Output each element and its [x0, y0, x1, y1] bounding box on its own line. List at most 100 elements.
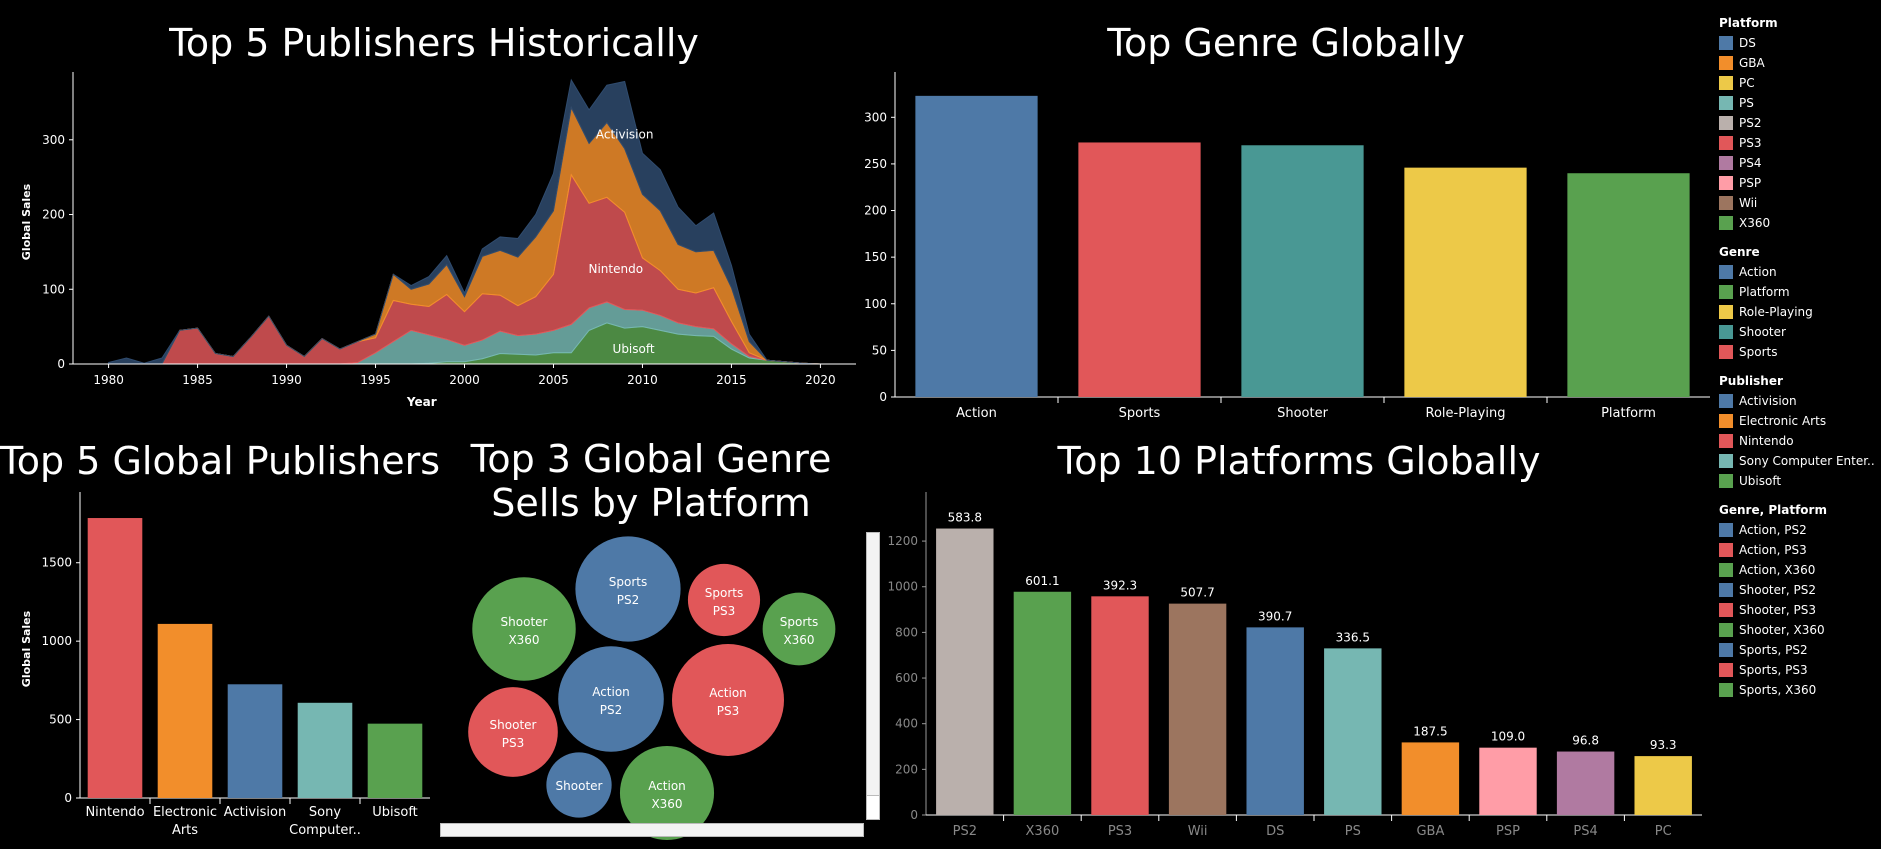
bubble-action-x360: [619, 745, 715, 841]
area-x-tick-label: 2015: [716, 373, 747, 387]
bar-category-label: X360: [1026, 824, 1060, 839]
legend-item[interactable]: Sports, PS2: [1719, 640, 1879, 660]
legend-swatch: [1719, 623, 1733, 637]
bar-ubisoft: [367, 723, 423, 798]
bar-y-tick-label: 500: [49, 713, 72, 727]
bar-category-label: Electronic: [153, 805, 217, 820]
legend-label: Action, PS3: [1739, 543, 1807, 557]
legend-label: DS: [1739, 36, 1756, 50]
legend-item[interactable]: Shooter, X360: [1719, 620, 1879, 640]
legend-swatch: [1719, 683, 1733, 697]
legend-item[interactable]: Shooter: [1719, 322, 1879, 342]
bubble-shooter-ps3: [468, 687, 558, 777]
legend-swatch: [1719, 394, 1733, 408]
legend-swatch: [1719, 176, 1733, 190]
area-x-axis-title: Year: [406, 395, 437, 409]
platforms-bar-chart[interactable]: 0 200 400 600 800 1000 1200 PS2 583.8 X360 601.1 PS…: [880, 490, 1720, 849]
legend-item[interactable]: Sports, X360: [1719, 680, 1879, 700]
bubble-horizontal-scrollbar[interactable]: [440, 823, 864, 837]
legend-item[interactable]: PS: [1719, 93, 1879, 113]
legend-item[interactable]: Activision: [1719, 391, 1879, 411]
legend-label: Sports, X360: [1739, 683, 1817, 697]
scrollbar-thumb[interactable]: [867, 533, 879, 796]
legend-swatch: [1719, 36, 1733, 50]
legend-item[interactable]: PS2: [1719, 113, 1879, 133]
area-x-tick-label: 2010: [627, 373, 658, 387]
legend-item[interactable]: Electronic Arts: [1719, 411, 1879, 431]
area-y-tick-label: 100: [42, 282, 65, 296]
bubble-vertical-scrollbar[interactable]: [866, 532, 880, 820]
bar-data-label: 93.3: [1650, 738, 1677, 752]
legend-label: Role-Playing: [1739, 305, 1813, 319]
bar-data-label: 507.7: [1180, 586, 1214, 600]
legend-label: Platform: [1739, 285, 1790, 299]
bubble-label: X360: [508, 633, 539, 647]
legend-item[interactable]: Ubisoft: [1719, 471, 1879, 491]
bar-y-tick-label: 1000: [887, 580, 918, 594]
legend-item[interactable]: PC: [1719, 73, 1879, 93]
legend-label: Shooter, PS3: [1739, 603, 1817, 617]
legend-item[interactable]: Platform: [1719, 282, 1879, 302]
legend-item[interactable]: PS4: [1719, 153, 1879, 173]
legend-swatch: [1719, 414, 1733, 428]
legend-label: Shooter: [1739, 325, 1786, 339]
bar-category-label: Sony: [309, 805, 341, 820]
legend-item[interactable]: Nintendo: [1719, 431, 1879, 451]
legend-group-title: Publisher: [1719, 374, 1783, 388]
legend-item[interactable]: Wii: [1719, 193, 1879, 213]
publishers-chart-title: Top 5 Global Publishers: [0, 439, 441, 483]
bar-x360: [1013, 591, 1072, 815]
legend-item[interactable]: Action: [1719, 262, 1879, 282]
legend-item[interactable]: DS: [1719, 33, 1879, 53]
legend-item[interactable]: PSP: [1719, 173, 1879, 193]
legend-item[interactable]: Action, X360: [1719, 560, 1879, 580]
bar-ds: [1246, 627, 1304, 815]
legend-swatch: [1719, 56, 1733, 70]
bubble-label: PS2: [600, 703, 623, 717]
bubble-chart-title: Top 3 Global Genre Sells by Platform: [470, 437, 832, 525]
area-x-tick-label: 1990: [271, 373, 302, 387]
legend-label: Shooter, X360: [1739, 623, 1825, 637]
legend-item[interactable]: Action, PS2: [1719, 520, 1879, 540]
legend-label: X360: [1739, 216, 1771, 230]
legend-item[interactable]: X360: [1719, 213, 1879, 233]
legend-label: Sony Computer Enter..: [1739, 454, 1875, 468]
bar-y-tick-label: 100: [864, 297, 887, 311]
bubble-chart[interactable]: Sports PS2 Shooter X360 Action PS3 Action PS2 Sh…: [440, 525, 866, 841]
bar-category-label: PS3: [1108, 824, 1132, 839]
bar-y-tick-label: 0: [910, 808, 918, 822]
legend-label: PS3: [1739, 136, 1762, 150]
legend-item[interactable]: Sony Computer Enter..: [1719, 451, 1879, 471]
bubble-sports-ps3: [687, 563, 761, 637]
legend-swatch: [1719, 663, 1733, 677]
legend-item[interactable]: Shooter, PS2: [1719, 580, 1879, 600]
genre-bar-chart[interactable]: 0 50 100 150 200 250 300 Action Sports Shooter Rol…: [864, 70, 1720, 421]
area-x-tick-label: 2005: [538, 373, 569, 387]
bubble-shooter: [546, 752, 612, 818]
publishers-bar-chart[interactable]: 0 500 1000 1500 Nintendo Electronic Arts Activi…: [0, 490, 440, 849]
area-x-tick-label: 1995: [360, 373, 391, 387]
legend-item[interactable]: Role-Playing: [1719, 302, 1879, 322]
legend-item[interactable]: Action, PS3: [1719, 540, 1879, 560]
legend-item[interactable]: Shooter, PS3: [1719, 600, 1879, 620]
bar-sports: [1078, 142, 1201, 397]
legend-item[interactable]: PS3: [1719, 133, 1879, 153]
bubble-shooter-x360: [472, 577, 576, 681]
legend-label: PS4: [1739, 156, 1762, 170]
legend-group-title: Genre: [1719, 245, 1760, 259]
area-chart[interactable]: 1980 1985 1990 1995 2000 2005 2010 2015 2020 0 100…: [0, 70, 870, 420]
bubble-label: X360: [651, 797, 682, 811]
legend-item[interactable]: Sports, PS3: [1719, 660, 1879, 680]
bar-sony-computer-: [297, 702, 353, 798]
legend-item[interactable]: Sports: [1719, 342, 1879, 362]
legend-swatch: [1719, 136, 1733, 150]
legend-label: Sports, PS2: [1739, 643, 1808, 657]
bar-shooter: [1241, 145, 1364, 397]
bar-wii: [1168, 603, 1227, 815]
area-chart-title: Top 5 Publishers Historically: [169, 21, 699, 65]
bubble-label: Sports: [780, 615, 818, 629]
bar-category-label: Ubisoft: [372, 805, 418, 820]
legend-item[interactable]: GBA: [1719, 53, 1879, 73]
legend-label: Electronic Arts: [1739, 414, 1827, 428]
bubble-label: PS3: [717, 704, 740, 718]
